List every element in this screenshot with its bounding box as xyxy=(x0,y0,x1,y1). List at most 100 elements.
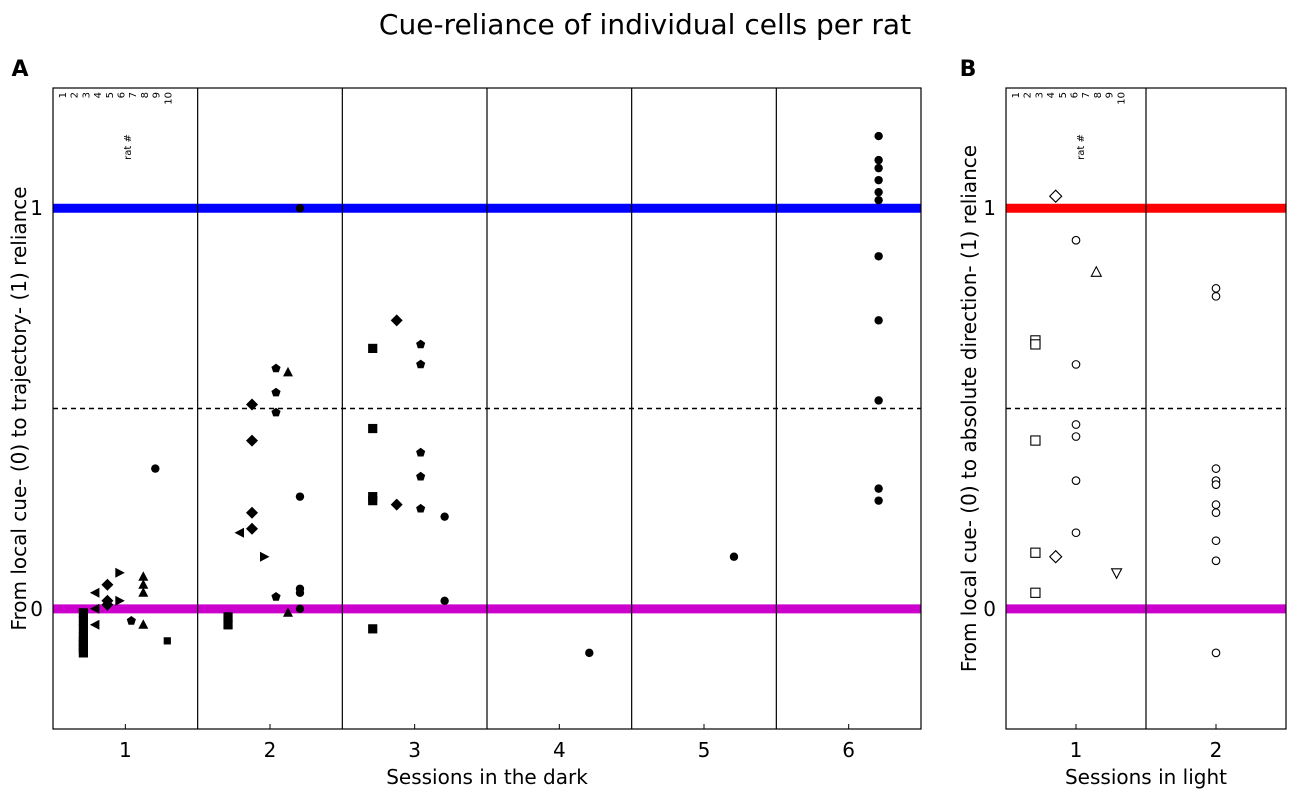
panel-a-x-axis-label: Sessions in the dark xyxy=(386,765,588,789)
panel-b-data-point xyxy=(1211,508,1221,518)
panel-a-data-point xyxy=(101,594,114,607)
panel-a-data-point xyxy=(223,612,233,622)
panel-a-data-point xyxy=(138,619,149,629)
panel-a-data-point xyxy=(368,423,378,434)
panel-b-legend-entry: 8 xyxy=(1093,92,1104,98)
panel-a-data-point xyxy=(271,592,281,601)
panel-a-data-point xyxy=(246,506,258,519)
panel-b-data-point xyxy=(1211,500,1221,510)
panel-a-data-point xyxy=(874,496,883,505)
panel-a-series xyxy=(163,637,171,645)
panel-a-series xyxy=(151,131,883,658)
panel-a-data-point xyxy=(126,616,136,625)
panel-b-series xyxy=(1110,568,1123,580)
panel-a-data-point xyxy=(78,608,88,618)
panel-a-data-point xyxy=(874,155,883,165)
panel-a-data-point xyxy=(138,587,149,597)
panel-a-data-point xyxy=(295,203,305,213)
panel-a-data-point xyxy=(874,484,883,493)
panel-b-data-point xyxy=(1090,265,1103,277)
panel-a-legend-entry: 5 xyxy=(105,92,116,98)
panel-a-data-point xyxy=(874,187,883,197)
panel-b-data-point xyxy=(1030,435,1041,446)
panel-b-legend-entry: 4 xyxy=(1046,92,1057,98)
panel-a-data-point xyxy=(283,607,293,617)
panel-a-data-point xyxy=(874,163,883,173)
panel-b-x-axis-label: Sessions in light xyxy=(1065,765,1227,789)
panel-a-data-point xyxy=(874,175,883,185)
panel-b-legend-title: rat # xyxy=(1076,134,1087,160)
panel-a-data-point xyxy=(115,595,125,606)
panel-a-x-tick-label: 3 xyxy=(408,738,421,762)
panel-a-x-tick-label: 4 xyxy=(553,738,566,762)
panel-a-series xyxy=(101,314,403,611)
panel-a-data-point xyxy=(89,619,100,630)
panel-a-y-tick-label: 0 xyxy=(30,597,43,621)
panel-a-data-point xyxy=(163,637,171,645)
panel-b-y-tick-label: 0 xyxy=(983,597,996,621)
panel-a-series xyxy=(115,551,270,606)
panel-a-data-point xyxy=(416,471,426,481)
panel-a-data-point xyxy=(368,624,378,634)
panel-b-legend-entry: 9 xyxy=(1105,92,1116,98)
panel-a-legend: 1 2 3 4 5 6 7 8 9 10 rat # xyxy=(58,92,174,160)
panel-a-data-point xyxy=(89,603,100,614)
panel-a-data-point xyxy=(271,363,281,373)
panel-a-data-point xyxy=(874,252,883,261)
panel-a-legend-entry: 10 xyxy=(163,92,174,105)
panel-a-x-tick-label: 2 xyxy=(264,738,277,762)
panel-a-legend-entry: 3 xyxy=(81,92,92,98)
panel-a-label: A xyxy=(11,57,28,82)
panel-a-data-point xyxy=(223,620,233,630)
panel-b-data-point xyxy=(1071,420,1081,429)
panel-a-legend-entry: 6 xyxy=(117,92,128,98)
panel-b-legend-entry: 7 xyxy=(1081,92,1092,98)
panel-b-data-point xyxy=(1048,549,1063,564)
panel-a-series xyxy=(89,527,244,630)
panel-a-data-point xyxy=(440,596,449,605)
panel-b-legend-entry: 5 xyxy=(1058,92,1069,98)
panel-b-data-point xyxy=(1211,291,1221,301)
panel-b-legend: 1 2 3 4 5 6 7 8 9 10 rat # xyxy=(1011,92,1127,160)
panel-a-data-point xyxy=(874,195,883,205)
panel-b-data-point xyxy=(1071,432,1081,441)
panel-b-legend-entry: 1 xyxy=(1011,92,1022,98)
panel-a-data-point xyxy=(138,579,149,589)
panel-a-data-point xyxy=(89,587,100,598)
panel-a-legend-entry: 7 xyxy=(128,92,139,98)
panel-a-data-point xyxy=(440,512,449,521)
panel-b-series xyxy=(1071,235,1221,658)
panel-b-data-point xyxy=(1110,568,1123,580)
panel-b-y-tick-label: 1 xyxy=(983,196,996,220)
panel-a-series xyxy=(126,339,426,625)
panel-a-data-point xyxy=(416,339,426,349)
panel-b-legend-entry: 6 xyxy=(1070,92,1081,98)
panel-a-data-point xyxy=(138,571,149,581)
panel-a-data-point xyxy=(729,552,739,561)
panel-a-data-point xyxy=(246,434,258,447)
panel-a-data-point xyxy=(416,503,426,513)
panel-b-data-point xyxy=(1030,587,1041,598)
panel-b-series xyxy=(1048,189,1063,564)
panel-b-data-point xyxy=(1048,189,1063,203)
panel-a-data-point xyxy=(271,407,281,417)
panel-b-x-tick-label: 2 xyxy=(1210,738,1223,762)
panel-b-data-point xyxy=(1211,464,1221,473)
panel-a-y-tick-label: 1 xyxy=(30,196,43,220)
panel-a-data-point xyxy=(115,567,125,578)
panel-a-legend-entry: 8 xyxy=(140,92,151,98)
panel-b-x-tick-label: 1 xyxy=(1070,738,1083,762)
panel-a-data-point xyxy=(271,387,281,397)
panel-b-series xyxy=(1090,265,1103,277)
panel-a-data-point xyxy=(234,527,244,538)
panel-a-data-point xyxy=(295,588,305,597)
panel-a-data-point xyxy=(78,624,88,634)
panel-a-x-tick-label: 5 xyxy=(698,738,711,762)
panel-b-data-point xyxy=(1071,476,1081,485)
panel-a-legend-entry: 1 xyxy=(58,92,69,98)
panel-a-data-point xyxy=(874,316,883,325)
panel-a-legend-entry: 9 xyxy=(152,92,163,98)
